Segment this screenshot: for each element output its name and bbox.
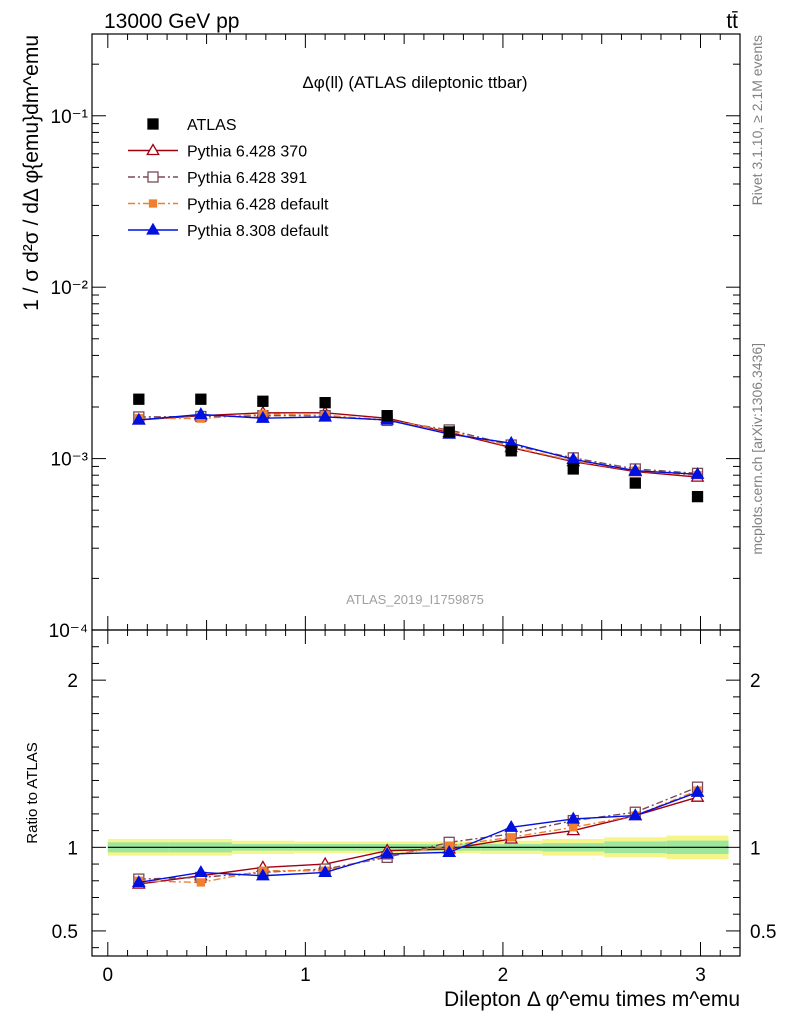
x-tick-label: 2	[498, 965, 509, 986]
ratio-point-pythia-8-308-default	[256, 868, 270, 881]
main-y-tick-label: 10⁻³	[51, 450, 89, 471]
ratio-y-tick-label-right: 0.5	[750, 922, 776, 943]
ratio-point-pythia-8-308-default	[504, 819, 519, 832]
main-y-axis-label: 1 / σ d²σ / dΔ φ{emu}dm^emu	[20, 35, 43, 311]
ratio-point-pythia-8-308-default	[380, 846, 395, 859]
ratio-y-tick-label: 0.5	[52, 922, 78, 943]
main-point-atlas	[319, 397, 331, 409]
main-point-pythia-8-308-default	[131, 412, 146, 425]
main-point-pythia-8-308-default	[193, 407, 208, 420]
x-tick-label: 3	[695, 965, 706, 986]
ratio-point-pythia-8-308-default	[690, 784, 705, 797]
main-point-atlas	[505, 445, 517, 457]
ratio-series-line-pythia-6-428-391	[138, 786, 698, 880]
legend-marker-atlas	[147, 118, 159, 130]
ratio-y-axis-label: Ratio to ATLAS	[24, 742, 41, 843]
main-point-atlas	[567, 463, 579, 475]
watermark: ATLAS_2019_I1759875	[346, 592, 484, 607]
ratio-point-pythia-8-308-default	[318, 865, 332, 878]
legend-marker-pythia-6-428-391	[147, 171, 159, 183]
ratio-point-pythia-8-308-default	[566, 811, 581, 824]
legend: ATLAS Pythia 6.428 370 Pythia 6.428 391 Pyt…	[128, 117, 329, 240]
ratio-point-pythia-6-428-default	[507, 833, 516, 842]
main-point-pythia-8-308-default	[628, 463, 643, 476]
process-label: tt̄	[726, 10, 738, 33]
ratio-axis-ticks: 0.5 0.5 1 1 2 2 0 1 2 3	[52, 629, 776, 986]
main-series-line-pythia-8-308-default	[138, 413, 698, 475]
main-point-atlas	[629, 477, 641, 489]
main-y-tick-label: 10⁻²	[51, 278, 89, 299]
main-point-atlas	[133, 393, 145, 405]
ratio-y-tick-label: 2	[67, 671, 78, 692]
ratio-point-pythia-8-308-default	[628, 808, 643, 821]
x-axis-label: Dilepton Δ φ^emu times m^emu	[444, 988, 740, 1011]
legend-label-pythia-6-428-default: Pythia 6.428 default	[187, 197, 329, 214]
ratio-point-pythia-6-428-default	[569, 823, 578, 832]
ratio-point-pythia-8-308-default	[442, 845, 457, 857]
main-point-atlas	[381, 410, 393, 422]
ratio-series-layer	[131, 781, 705, 889]
main-y-tick-label: 10⁻¹	[51, 107, 89, 128]
x-tick-label: 1	[300, 965, 311, 986]
main-title: Δφ(ll) (ATLAS dileptonic ttbar)	[302, 73, 527, 92]
main-point-atlas	[443, 426, 455, 438]
legend-marker-pythia-6-428-370	[146, 143, 160, 156]
main-point-pythia-8-308-default	[690, 466, 705, 479]
main-point-atlas	[257, 395, 269, 407]
mcplots-label: mcplots.cern.ch [arXiv:1306.3436]	[749, 343, 765, 555]
main-y-tick-label: 10⁻⁴	[49, 621, 88, 642]
legend-label-pythia-8-308-default: Pythia 8.308 default	[187, 223, 329, 240]
x-tick-label: 0	[103, 965, 114, 986]
main-point-atlas	[195, 393, 207, 405]
legend-marker-pythia-8-308-default	[146, 222, 160, 235]
ratio-y-tick-label: 1	[67, 838, 78, 859]
main-series-line-pythia-6-428-391	[138, 414, 698, 475]
ratio-y-tick-label-right: 2	[750, 671, 761, 692]
ratio-point-pythia-8-308-default	[131, 875, 146, 888]
main-axis-ticks: 10⁻³ 10⁻² 10⁻¹ 10⁻⁴	[49, 34, 740, 642]
ratio-panel: 0.5 0.5 1 1 2 2 0 1 2 3 Ratio to ATLAS Dilepton Δ…	[24, 629, 776, 1011]
main-series-layer	[131, 393, 705, 503]
energy-label: 13000 GeV pp	[104, 10, 239, 33]
legend-label-pythia-6-428-391: Pythia 6.428 391	[187, 170, 307, 187]
ratio-point-pythia-8-308-default	[193, 865, 208, 878]
legend-label-atlas: ATLAS	[187, 117, 237, 134]
main-point-pythia-8-308-default	[256, 410, 270, 423]
ratio-frame	[91, 629, 741, 957]
main-point-pythia-8-308-default	[318, 409, 332, 422]
ratio-y-tick-label-right: 1	[750, 838, 761, 859]
ratio-series-line-pythia-8-308-default	[138, 791, 698, 884]
rivet-label: Rivet 3.1.10, ≥ 2.1M events	[749, 35, 765, 205]
main-series-line-pythia-6-428-default	[138, 413, 698, 476]
ratio-series-line-pythia-6-428-default	[138, 789, 698, 884]
main-point-atlas	[691, 490, 704, 503]
legend-label-pythia-6-428-370: Pythia 6.428 370	[187, 144, 307, 161]
ratio-point-pythia-6-428-default	[196, 878, 206, 887]
legend-marker-pythia-6-428-default	[148, 199, 158, 208]
main-panel: 10⁻³ 10⁻² 10⁻¹ 10⁻⁴ Δφ(ll) (ATLAS dileptoni…	[20, 33, 741, 642]
